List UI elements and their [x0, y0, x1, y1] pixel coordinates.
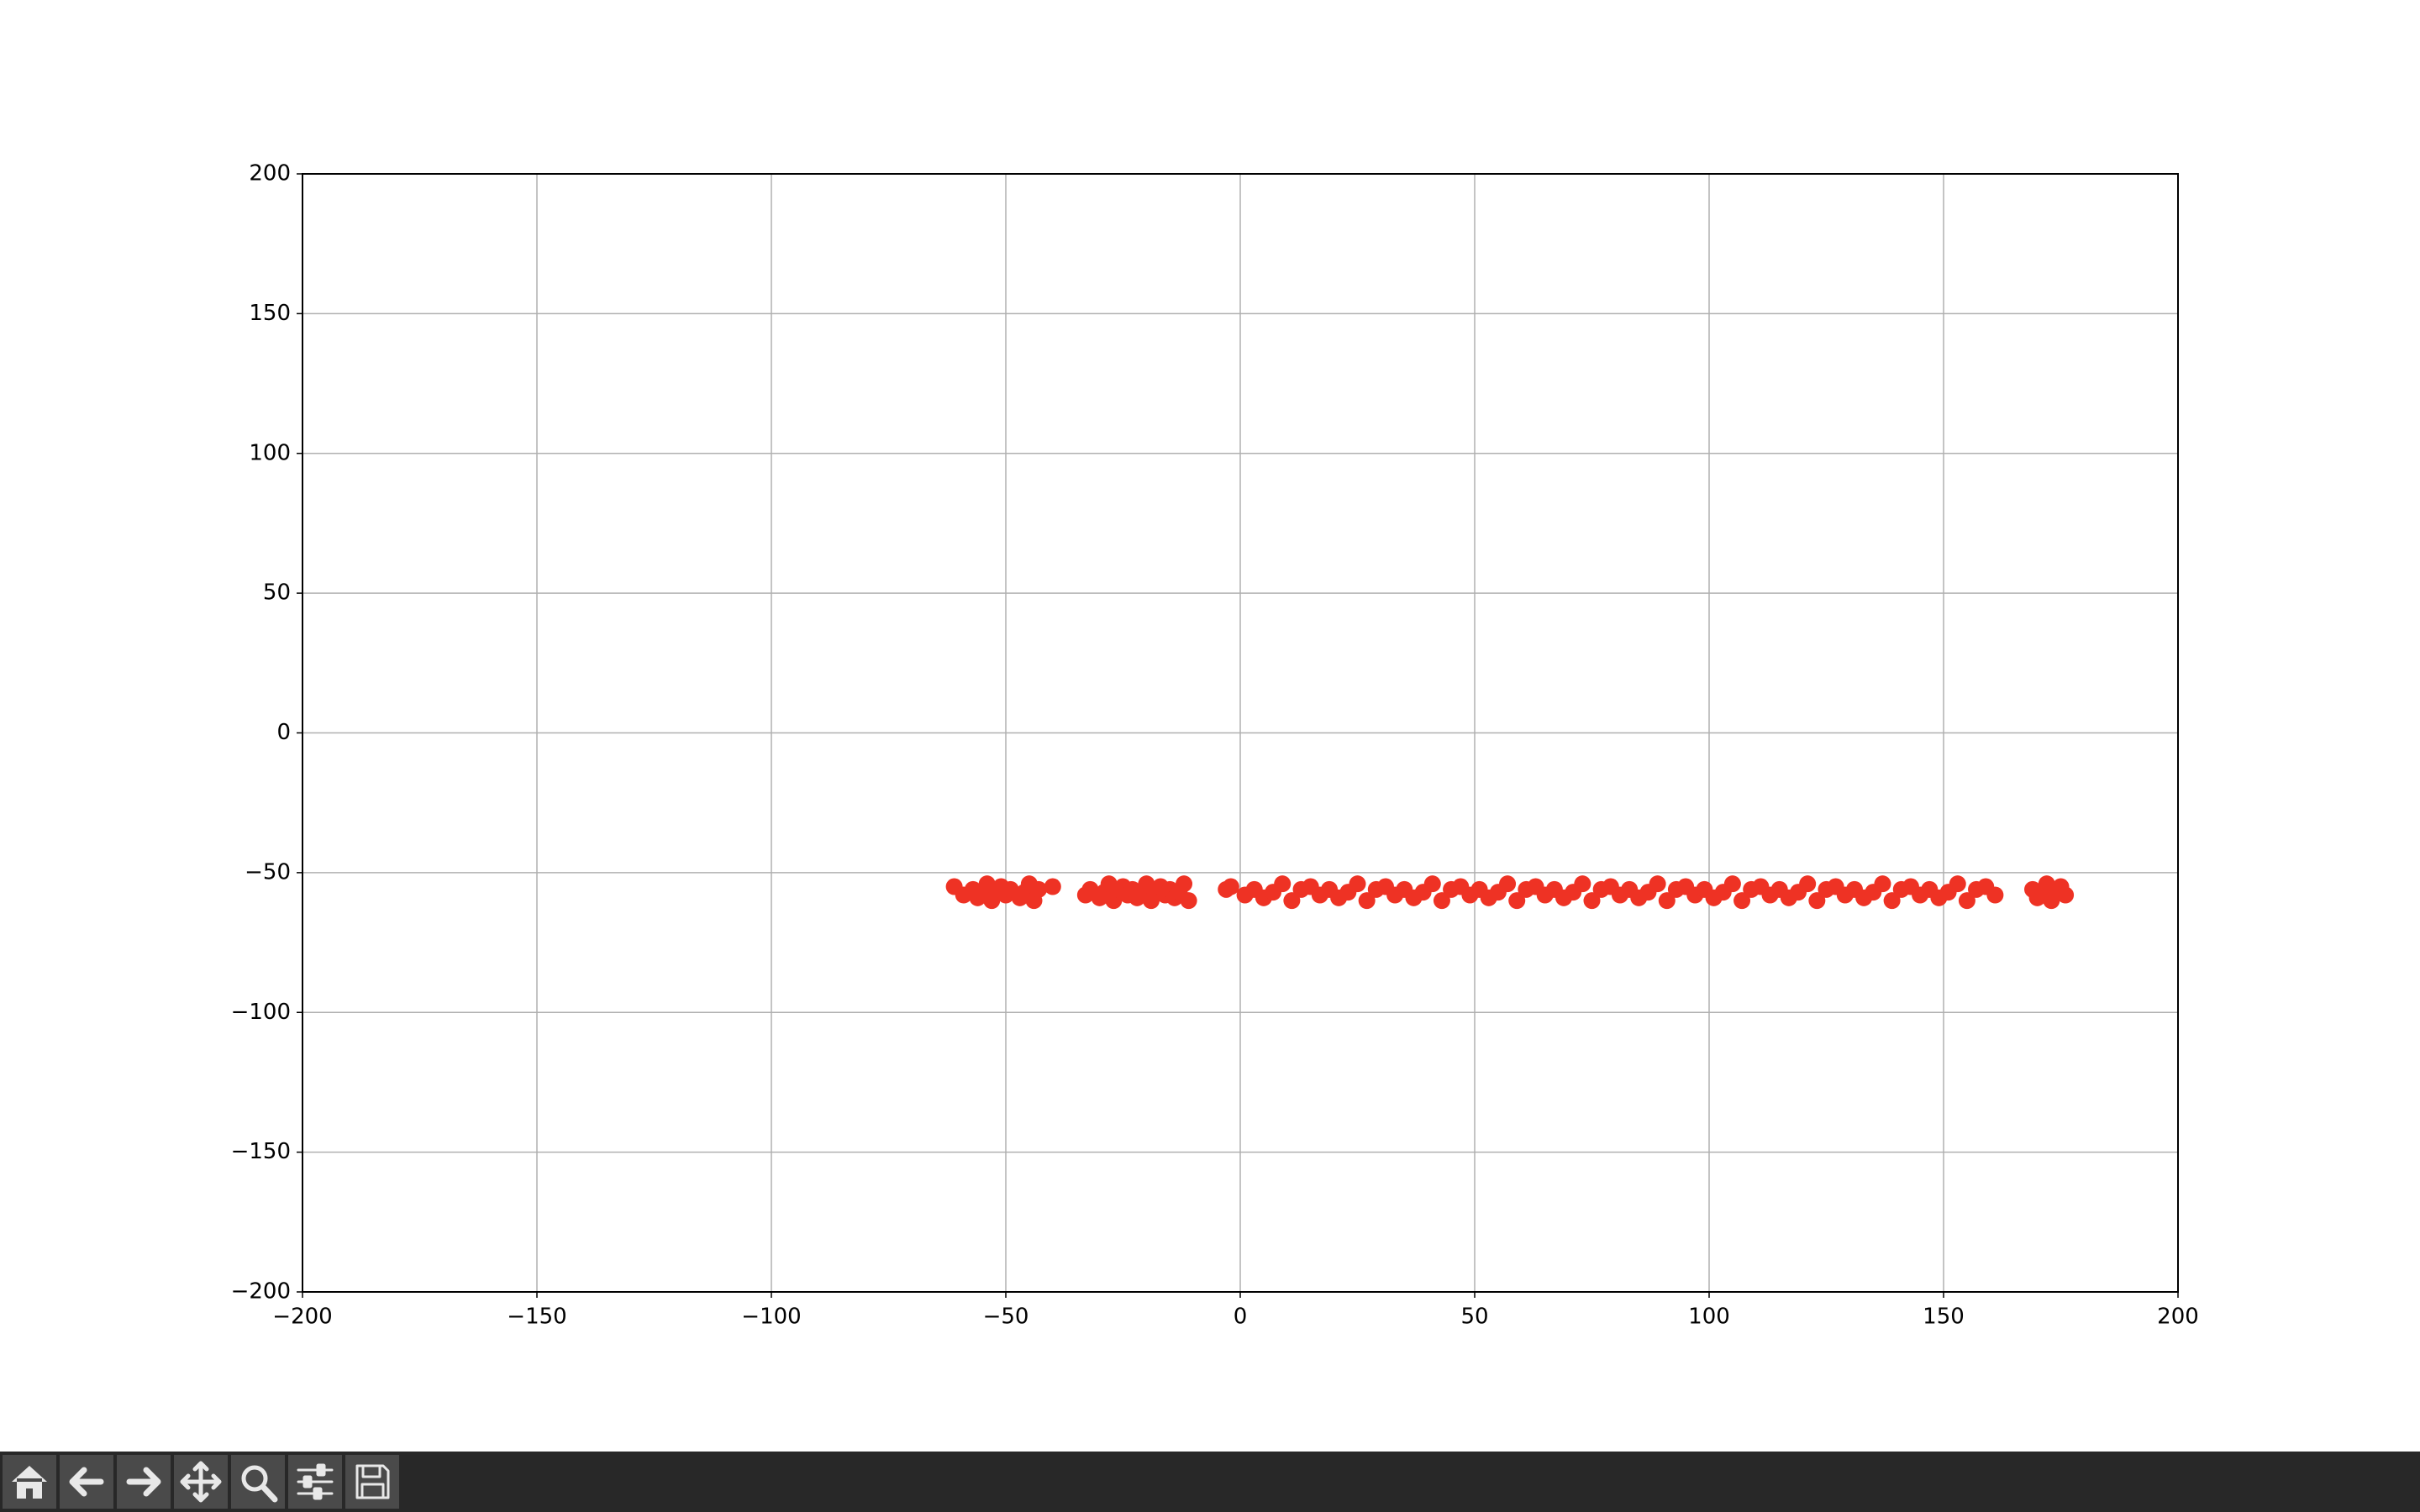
x-tick-label: −50 [983, 1305, 1029, 1330]
point [1799, 875, 1817, 893]
point [1883, 892, 1901, 910]
y-tick-label: −100 [231, 1000, 291, 1025]
save-button[interactable] [345, 1455, 399, 1509]
point [1723, 875, 1741, 893]
point [1349, 875, 1366, 893]
y-tick-label: 150 [249, 301, 291, 326]
point [1733, 892, 1751, 910]
point [1958, 892, 1975, 910]
chart: −200 −150 −100 −50 0 50 100 150 200 −200 −150 −100 −… [231, 161, 2199, 1330]
point [1874, 875, 1891, 893]
zoom-button[interactable] [231, 1455, 285, 1509]
point [1808, 892, 1826, 910]
point [1508, 892, 1526, 910]
axes-frame [302, 173, 2179, 1293]
y-tick-label: 200 [249, 161, 291, 186]
configure-button[interactable] [288, 1455, 342, 1509]
home-button[interactable] [3, 1455, 56, 1509]
point [1499, 875, 1517, 893]
point [1433, 892, 1450, 910]
point [1574, 875, 1591, 893]
point [1180, 892, 1197, 910]
point [1423, 875, 1441, 893]
x-tick-label: 100 [1688, 1305, 1730, 1330]
y-tick-label: −50 [245, 859, 291, 885]
point [1222, 878, 1239, 895]
x-tick-label: −200 [272, 1305, 332, 1330]
y-tick-label: 0 [276, 720, 291, 745]
x-tick-label: −100 [741, 1305, 801, 1330]
x-tick-label: 200 [2157, 1305, 2199, 1330]
x-tick-label: 150 [1923, 1305, 1965, 1330]
point [1044, 878, 1061, 895]
point [1949, 875, 1966, 893]
point [1658, 892, 1676, 910]
point [1274, 875, 1292, 893]
y-tick-label: −150 [231, 1139, 291, 1164]
pan-button[interactable] [174, 1455, 228, 1509]
back-button[interactable] [60, 1455, 113, 1509]
toolbar [0, 1452, 2420, 1512]
point [1986, 886, 2004, 904]
y-tick-label: 100 [249, 440, 291, 465]
point [1649, 875, 1666, 893]
forward-button[interactable] [117, 1455, 171, 1509]
x-tick-label: 0 [1234, 1305, 1248, 1330]
y-tick-label: 50 [263, 580, 291, 606]
point [1358, 892, 1376, 910]
point [1283, 892, 1301, 910]
point [1583, 892, 1601, 910]
point [1030, 880, 1048, 898]
x-tick-label: −150 [507, 1305, 566, 1330]
x-tick-label: 50 [1460, 1305, 1488, 1330]
point [2057, 886, 2075, 904]
y-tick-label: −200 [231, 1279, 291, 1305]
point [1176, 875, 1193, 893]
